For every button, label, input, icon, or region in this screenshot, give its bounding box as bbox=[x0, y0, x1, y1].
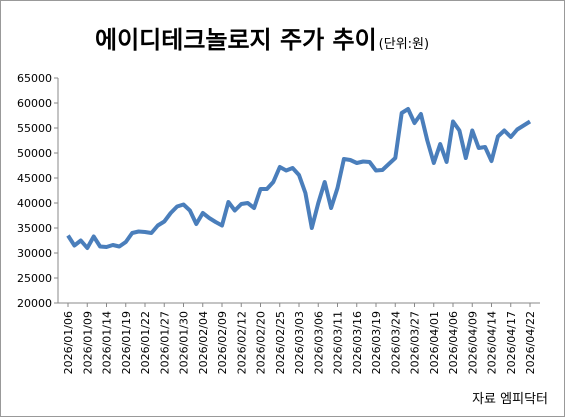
y-tick-label: 60000 bbox=[17, 97, 52, 110]
x-tick-label: 2026/04/06 bbox=[447, 311, 460, 374]
y-tick-label: 45000 bbox=[17, 172, 52, 185]
source: 자료 엠피닥터 bbox=[472, 392, 548, 407]
x-tick-label: 2026/02/12 bbox=[235, 311, 248, 374]
price-line bbox=[66, 107, 532, 250]
y-tick-label: 40000 bbox=[17, 197, 52, 210]
x-tick-label: 2026/02/09 bbox=[216, 311, 229, 374]
x-tick-label: 2026/03/24 bbox=[389, 311, 402, 374]
y-tick-label: 25000 bbox=[17, 272, 52, 285]
x-tick-label: 2026/02/20 bbox=[255, 311, 268, 374]
x-tick-label: 2026/02/25 bbox=[274, 311, 287, 374]
chart-title: 에이디테크놀로지 주가 추이 bbox=[95, 26, 377, 54]
x-tick-label: 2026/01/06 bbox=[62, 311, 75, 374]
x-tick-label: 2026/01/27 bbox=[158, 311, 171, 374]
x-tick-label: 2026/03/19 bbox=[370, 311, 383, 374]
x-tick-label: 2026/03/27 bbox=[409, 311, 422, 374]
y-tick-label: 35000 bbox=[17, 222, 52, 235]
y-tick-label: 50000 bbox=[17, 147, 52, 160]
x-tick-label: 2026/04/14 bbox=[486, 311, 499, 374]
x-tick-label: 2026/02/04 bbox=[197, 311, 210, 374]
x-tick-label: 2026/01/14 bbox=[101, 311, 114, 374]
x-tick-label: 2026/04/22 bbox=[524, 311, 537, 374]
x-tick-label: 2026/03/16 bbox=[351, 311, 364, 374]
y-tick-label: 20000 bbox=[17, 297, 52, 310]
x-tick-label: 2026/04/17 bbox=[505, 311, 518, 374]
x-tick-label: 2026/03/06 bbox=[312, 311, 325, 374]
unit-note: (단위:원) bbox=[379, 37, 429, 52]
x-tick-label: 2026/03/03 bbox=[293, 311, 306, 374]
x-tick-label: 2026/04/01 bbox=[428, 311, 441, 374]
x-tick-label: 2026/03/11 bbox=[332, 311, 345, 374]
x-tick-label: 2026/01/09 bbox=[81, 311, 94, 374]
x-tick-label: 2026/04/09 bbox=[466, 311, 479, 374]
y-tick-label: 30000 bbox=[17, 247, 52, 260]
x-tick-label: 2026/01/30 bbox=[178, 311, 191, 374]
x-tick-label: 2026/01/19 bbox=[120, 311, 133, 374]
y-tick-label: 55000 bbox=[17, 122, 52, 135]
x-tick-label: 2026/01/22 bbox=[139, 311, 152, 374]
y-tick-label: 65000 bbox=[17, 72, 52, 85]
